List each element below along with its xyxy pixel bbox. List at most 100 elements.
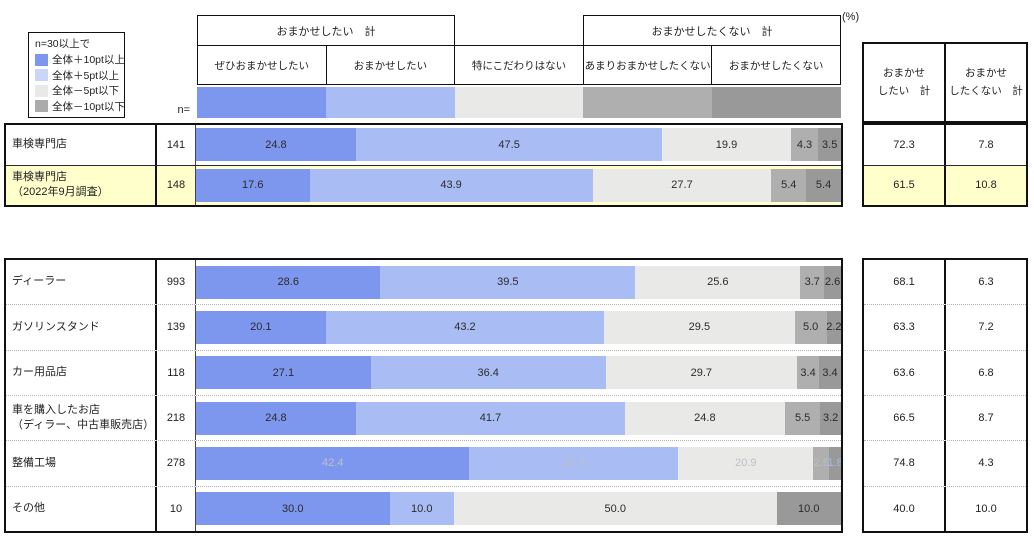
summary-want-total-cell: 68.1	[893, 276, 915, 289]
summary-want-total-cell: 63.6	[893, 366, 915, 379]
legend-item-label: 全体－10pt以下	[52, 100, 125, 113]
bar-segment-label: 50.0	[604, 502, 626, 515]
row-n-value: 148	[157, 165, 195, 205]
bar-segment: 32.4	[469, 446, 679, 480]
row-label: ディーラー	[6, 260, 157, 305]
stacked-bar: 27.1 36.4 29.7 3.4 3.4	[196, 356, 841, 390]
stacked-bar: 30.0 10.0 50.0 10.0	[196, 492, 841, 526]
bar-area: 30.0 10.0 50.0 10.0	[195, 486, 841, 531]
bar-segment: 41.7	[355, 401, 625, 435]
column-header: ぜひおまかせしたい	[214, 59, 310, 72]
table-row: ディーラー 993 28.6 39.5 25.6 3.7 2.6	[6, 260, 841, 305]
column-header: おまかせしたい	[325, 46, 455, 84]
summary-notwant-total-cell: 10.0	[944, 486, 1026, 531]
summary-notwant-total-cell: 6.8	[944, 350, 1026, 395]
bar-segment-label: 20.1	[250, 321, 272, 334]
legend-color-swatch	[35, 53, 48, 66]
bar-segment: 24.8	[624, 401, 785, 435]
summary-row: 40.0 10.0	[864, 485, 1026, 531]
row-label: 車検専門店 （2022年9月調査）	[6, 165, 157, 205]
table-row: 車を購入したお店 （ディラー、中古車販売店） 218 24.8 41.7 24.8 5.5 3…	[6, 394, 841, 441]
bar-segment-label: 32.4	[563, 457, 585, 470]
bar-segment: 39.5	[380, 265, 636, 299]
bar-segment: 17.6	[196, 168, 310, 202]
row-label: カー用品店	[6, 350, 157, 395]
row-n-value: 141	[166, 138, 186, 151]
summary-want-total-cell: 40.0	[893, 502, 915, 515]
bar-segment: 10.0	[389, 492, 454, 526]
bar-segment: 4.3	[790, 128, 819, 162]
row-label-line: （2022年9月調査）	[12, 186, 109, 199]
legend-item: 全体－10pt以下	[35, 99, 125, 115]
stacked-bar: 42.4 32.4 20.9 2.51.8	[196, 446, 841, 480]
summary-want-total-cell: 66.5	[893, 412, 915, 425]
summary-row: 74.8 4.3	[864, 440, 1026, 486]
summary-header-want-line1: おまかせ	[883, 66, 925, 79]
bar-segment-label: 5.4	[815, 179, 832, 192]
bar-segment: 5.4	[771, 168, 807, 202]
summary-row: 61.5 10.8	[864, 164, 1026, 205]
stacked-bar-table-main: 車検専門店 141 24.8 47.5 19.9 4.3 3.5 車検専門店 （2022年9月調…	[4, 123, 843, 207]
bar-segment-label: 29.7	[690, 366, 713, 379]
table-row: その他 10 30.0 10.0 50.0 10.0	[6, 485, 841, 531]
legend-item: 全体＋10pt以上	[35, 52, 125, 68]
bar-segment: 50.0	[454, 492, 777, 526]
row-label-line: 車検専門店	[12, 138, 67, 151]
row-n-value: 218	[166, 412, 186, 425]
color-key-strip	[197, 87, 841, 118]
column-header: おまかせしたくない	[711, 46, 840, 84]
summary-row: 68.1 6.3	[864, 260, 1026, 305]
bar-segment-label: 47.5	[498, 138, 520, 151]
bar-area: 17.6 43.9 27.7 5.4 5.4	[195, 165, 841, 205]
row-label-line: （ディラー、中古車販売店）	[12, 419, 155, 432]
summary-header-want-cell: おまかせ したい 計	[864, 44, 944, 121]
summary-header-notwant-line1: おまかせ	[965, 66, 1007, 79]
bar-segment: 10.0	[776, 492, 841, 526]
bar-segment-label: 24.8	[694, 412, 716, 425]
bar-segment: 43.9	[309, 168, 593, 202]
bar-segment-label: 1.8	[827, 457, 841, 470]
bar-segment: 3.5	[818, 128, 841, 162]
bar-segment-label: 19.9	[715, 138, 738, 151]
legend-item: 全体－5pt以下	[35, 83, 122, 99]
summary-notwant-total-cell: 8.7	[944, 395, 1026, 441]
bar-segment: 29.5	[604, 310, 795, 344]
bar-area: 20.1 43.2 29.5 5.0 2.2	[195, 305, 841, 350]
bar-segment: 3.4	[797, 356, 820, 390]
bar-segment-label: 10.0	[798, 502, 820, 515]
row-label: 車検専門店	[6, 125, 157, 165]
bar-segment-label: 2.5	[813, 457, 829, 470]
row-label: 車を購入したお店 （ディラー、中古車販売店）	[6, 395, 157, 441]
bar-segment: 5.0	[794, 310, 827, 344]
column-header-row: ぜひおまかせしたい おまかせしたい 特にこだわりはない あまりおまかせしたくない おまか…	[197, 45, 841, 85]
legend-color-swatch	[35, 84, 48, 97]
bar-segment-label: 27.1	[272, 366, 295, 379]
bar-segment: 1.8	[827, 446, 841, 480]
group-header-want-total: おまかせしたい 計	[197, 15, 455, 45]
summary-notwant-total-cell: 4.3	[944, 441, 1026, 486]
bar-segment-label: 28.6	[277, 276, 299, 289]
bar-segment-label: 25.6	[707, 276, 729, 289]
row-label-line: ディーラー	[12, 275, 67, 288]
bar-segment-label: 2.2	[826, 321, 841, 334]
bar-segment-label: 3.5	[822, 138, 838, 151]
row-label-line: その他	[12, 502, 45, 515]
summary-table-main: 72.3 7.8 61.5 10.8	[862, 123, 1028, 207]
legend-color-swatch	[35, 100, 48, 113]
group-header-notwant-total: おまかせしたくない 計	[583, 15, 841, 45]
bar-segment-label: 41.7	[479, 412, 502, 425]
bar-segment-label: 43.2	[454, 321, 476, 334]
legend-item-label: 全体＋10pt以上	[52, 54, 125, 67]
bar-segment: 24.8	[196, 128, 356, 162]
bar-area: 24.8 47.5 19.9 4.3 3.5	[195, 125, 841, 165]
bar-segment-label: 43.9	[440, 179, 462, 192]
summary-header-want-line2: したい 計	[877, 84, 931, 97]
stacked-bar: 17.6 43.9 27.7 5.4 5.4	[196, 168, 841, 202]
bar-area: 27.1 36.4 29.7 3.4 3.4	[195, 350, 841, 395]
stacked-bar-table-breakdown: ディーラー 993 28.6 39.5 25.6 3.7 2.6 ガソリンスタンド 139 20.…	[4, 258, 843, 533]
bar-segment-label: 3.4	[800, 366, 816, 379]
summary-want-total-cell: 74.8	[893, 457, 915, 470]
bar-area: 24.8 41.7 24.8 5.5 3.2	[195, 395, 841, 441]
column-header: あまりおまかせしたくない	[582, 46, 712, 84]
bar-segment: 24.8	[196, 401, 356, 435]
